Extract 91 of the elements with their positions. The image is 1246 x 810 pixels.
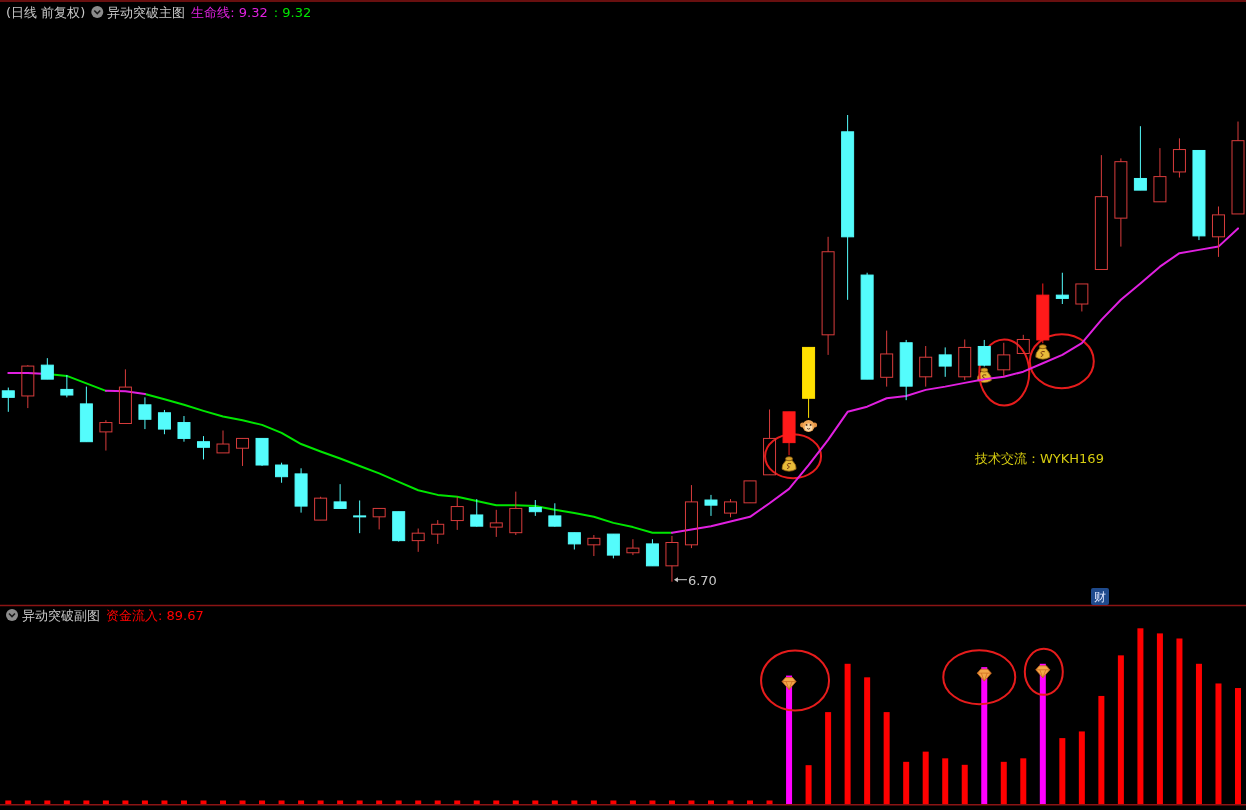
bar	[122, 800, 129, 804]
candlestick	[1, 387, 15, 413]
candlestick	[938, 346, 952, 378]
bar	[551, 800, 558, 804]
bar	[1195, 663, 1202, 804]
bar	[1137, 628, 1144, 804]
bar	[610, 800, 617, 804]
bar	[83, 800, 90, 804]
bar	[903, 761, 910, 804]
candlestick	[470, 498, 484, 528]
bar	[200, 800, 207, 804]
bar	[942, 758, 949, 804]
bar	[1235, 688, 1241, 804]
bar	[1078, 731, 1085, 804]
bar	[688, 800, 695, 804]
bar	[259, 800, 266, 804]
candlestick	[275, 462, 289, 484]
candlestick	[548, 502, 562, 528]
bar	[298, 800, 305, 804]
annotation: 6.70	[687, 572, 717, 588]
bar	[5, 800, 12, 804]
bar	[473, 800, 480, 804]
bar	[512, 800, 519, 804]
candlestick	[626, 538, 640, 556]
bar	[668, 800, 675, 804]
bar	[747, 800, 754, 804]
candlestick	[196, 435, 210, 460]
bar	[24, 800, 31, 804]
candlestick	[157, 409, 171, 435]
bar	[1156, 633, 1163, 804]
bar	[63, 800, 70, 804]
bar	[922, 751, 929, 804]
bar	[161, 800, 168, 804]
bar	[707, 800, 714, 804]
bar	[825, 712, 832, 804]
bar	[395, 800, 402, 804]
candlestick	[333, 483, 347, 509]
candlestick	[587, 534, 601, 557]
bar	[141, 800, 148, 804]
candlestick	[60, 374, 74, 398]
bar	[356, 800, 363, 804]
candlestick	[1055, 272, 1069, 305]
bar	[376, 800, 383, 804]
chart-title: (日线 前复权)	[6, 5, 86, 20]
bar	[883, 712, 890, 804]
bar	[1215, 683, 1222, 804]
bar	[415, 800, 422, 804]
bar	[864, 677, 871, 804]
candlestick	[704, 494, 718, 517]
candlestick	[977, 339, 991, 368]
bar	[220, 800, 227, 804]
candlestick	[138, 396, 152, 430]
bar	[44, 800, 51, 804]
bar	[1117, 655, 1124, 804]
chart-title: 异动突破副图	[22, 608, 100, 623]
bar	[805, 765, 812, 804]
bar	[844, 663, 851, 804]
candlestick	[606, 533, 620, 559]
bar	[532, 800, 539, 804]
candlestick	[1133, 125, 1147, 191]
text: : 9.32	[273, 5, 312, 20]
bar	[317, 800, 324, 804]
bar	[1059, 738, 1066, 804]
bar	[454, 800, 461, 804]
chart-subtitle: 异动突破主图	[107, 5, 186, 20]
bar	[102, 800, 109, 804]
annotation: 技术交流：WYKH169	[974, 451, 1104, 466]
candlestick	[645, 538, 659, 567]
bar	[1020, 758, 1027, 804]
candlestick	[177, 415, 191, 443]
text: 生命线: 9.32	[191, 5, 268, 20]
bar	[1098, 695, 1105, 804]
bar	[180, 800, 187, 804]
bar	[493, 800, 500, 804]
candlestick	[40, 357, 54, 380]
bar	[278, 800, 285, 804]
bar	[766, 800, 773, 804]
bar	[629, 800, 636, 804]
bar	[649, 800, 656, 804]
bar	[239, 800, 246, 804]
bar	[337, 800, 344, 804]
bar	[961, 764, 968, 804]
bar	[1176, 638, 1183, 804]
candlestick	[489, 509, 503, 538]
candlestick	[353, 499, 367, 534]
bar	[571, 800, 578, 804]
bar	[1000, 761, 1007, 804]
text: 资金流入: 89.67	[106, 608, 204, 623]
bar	[727, 800, 734, 804]
bar	[434, 800, 441, 804]
bar	[590, 800, 597, 804]
